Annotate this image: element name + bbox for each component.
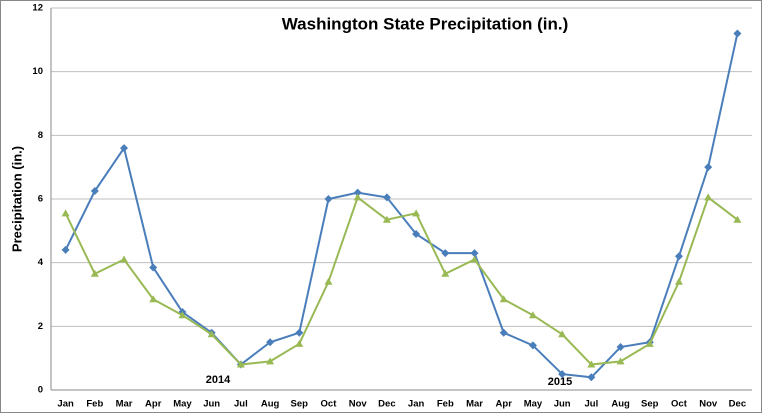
data-point [120, 255, 129, 263]
data-point [353, 193, 362, 201]
x-tick-label: Oct [321, 399, 338, 410]
data-point [382, 193, 391, 202]
x-tick-label: May [173, 399, 192, 410]
x-tick-label: Dec [729, 399, 746, 410]
data-point [558, 330, 567, 338]
data-point [470, 255, 479, 263]
data-point [558, 370, 567, 379]
x-tick-label: Jul [584, 399, 598, 410]
data-point [266, 357, 275, 365]
x-tick-label: Oct [671, 399, 688, 410]
data-point [733, 215, 742, 223]
x-tick-label: Feb [86, 399, 103, 410]
x-tick-label: Feb [437, 399, 454, 410]
y-tick-label: 4 [38, 257, 44, 268]
x-tick-label: Mar [116, 399, 133, 410]
y-tick-label: 0 [38, 385, 43, 396]
data-point [587, 373, 596, 382]
x-tick-label: Jan [57, 399, 74, 410]
x-tick-label: Sep [291, 399, 309, 410]
x-tick-label: Jan [408, 399, 425, 410]
series-line [64, 195, 739, 366]
data-point [207, 330, 216, 338]
data-point [353, 188, 362, 197]
data-point [382, 215, 391, 223]
year-label: 2014 [206, 374, 231, 386]
data-point [61, 245, 70, 254]
data-point [90, 269, 99, 277]
data-point [295, 339, 304, 347]
x-tick-label: Aug [611, 399, 630, 410]
data-point [616, 343, 625, 352]
data-point [295, 328, 304, 337]
data-point [674, 252, 683, 261]
data-point [616, 357, 625, 365]
data-point [499, 328, 508, 337]
x-tick-label: Jun [554, 399, 571, 410]
x-tick-label: Nov [349, 399, 368, 410]
y-tick-label: 12 [32, 3, 43, 14]
x-tick-label: Aug [261, 399, 280, 410]
data-point [441, 269, 450, 277]
y-tick-label: 10 [32, 66, 43, 77]
data-point [324, 277, 333, 285]
data-point [90, 187, 99, 196]
data-point [704, 163, 713, 172]
x-tick-label: Jun [203, 399, 220, 410]
x-tick-label: Dec [378, 399, 395, 410]
data-point [324, 195, 333, 203]
data-point [149, 263, 158, 272]
x-tick-label: Sep [641, 399, 659, 410]
data-point [528, 341, 537, 350]
data-point [149, 295, 158, 303]
data-point [674, 277, 683, 285]
data-point [733, 29, 742, 38]
y-axis-label: Precipitation (in.) [9, 146, 24, 252]
data-point [412, 230, 421, 239]
x-tick-label: Nov [699, 399, 718, 410]
data-point [587, 360, 596, 368]
x-tick-label: Jul [234, 399, 248, 410]
data-point [178, 311, 187, 319]
y-tick-label: 2 [38, 321, 43, 332]
data-point [704, 193, 713, 201]
year-label: 2015 [548, 376, 572, 388]
x-tick-label: Apr [145, 399, 162, 410]
y-tick-label: 8 [38, 130, 43, 141]
x-tick-label: Mar [466, 399, 483, 410]
chart-title: Washington State Precipitation (in.) [282, 14, 569, 33]
data-point [645, 339, 654, 347]
data-point [470, 249, 479, 258]
x-tick-label: Apr [496, 399, 513, 410]
data-point [528, 311, 537, 319]
data-point [441, 249, 450, 258]
data-point [236, 360, 245, 368]
data-point [120, 144, 129, 153]
x-tick-label: May [524, 399, 543, 410]
y-tick-label: 6 [38, 194, 43, 205]
data-point [412, 209, 421, 217]
data-point [61, 209, 70, 217]
data-point [266, 338, 275, 347]
data-point [499, 295, 508, 303]
